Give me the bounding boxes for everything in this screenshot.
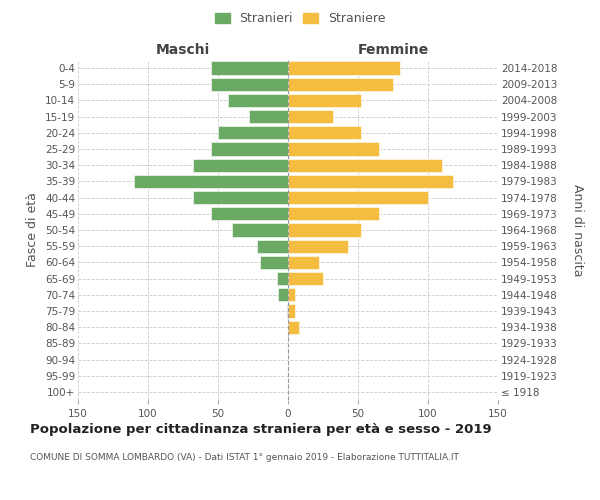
- Bar: [211, 62, 288, 74]
- Bar: [288, 256, 319, 269]
- Bar: [211, 207, 288, 220]
- Bar: [288, 62, 400, 74]
- Bar: [211, 142, 288, 156]
- Text: Popolazione per cittadinanza straniera per età e sesso - 2019: Popolazione per cittadinanza straniera p…: [30, 422, 491, 436]
- Bar: [288, 320, 299, 334]
- Bar: [232, 224, 288, 236]
- Y-axis label: Fasce di età: Fasce di età: [26, 192, 40, 268]
- Bar: [287, 304, 288, 318]
- Bar: [288, 224, 361, 236]
- Bar: [193, 191, 288, 204]
- Bar: [193, 158, 288, 172]
- Bar: [288, 158, 442, 172]
- Bar: [278, 288, 288, 302]
- Bar: [218, 126, 288, 140]
- Bar: [260, 256, 288, 269]
- Bar: [288, 240, 348, 253]
- Bar: [257, 240, 288, 253]
- Bar: [288, 272, 323, 285]
- Bar: [134, 175, 288, 188]
- Text: COMUNE DI SOMMA LOMBARDO (VA) - Dati ISTAT 1° gennaio 2019 - Elaborazione TUTTIT: COMUNE DI SOMMA LOMBARDO (VA) - Dati IST…: [30, 452, 459, 462]
- Bar: [288, 94, 361, 107]
- Bar: [288, 142, 379, 156]
- Bar: [249, 110, 288, 124]
- Text: Femmine: Femmine: [358, 44, 428, 58]
- Text: Maschi: Maschi: [156, 44, 210, 58]
- Y-axis label: Anni di nascita: Anni di nascita: [571, 184, 584, 276]
- Bar: [277, 272, 288, 285]
- Bar: [288, 304, 295, 318]
- Bar: [228, 94, 288, 107]
- Bar: [288, 175, 453, 188]
- Bar: [288, 207, 379, 220]
- Bar: [288, 78, 393, 91]
- Bar: [211, 78, 288, 91]
- Bar: [288, 126, 361, 140]
- Bar: [288, 110, 333, 124]
- Bar: [288, 191, 428, 204]
- Legend: Stranieri, Straniere: Stranieri, Straniere: [211, 8, 389, 29]
- Bar: [288, 288, 295, 302]
